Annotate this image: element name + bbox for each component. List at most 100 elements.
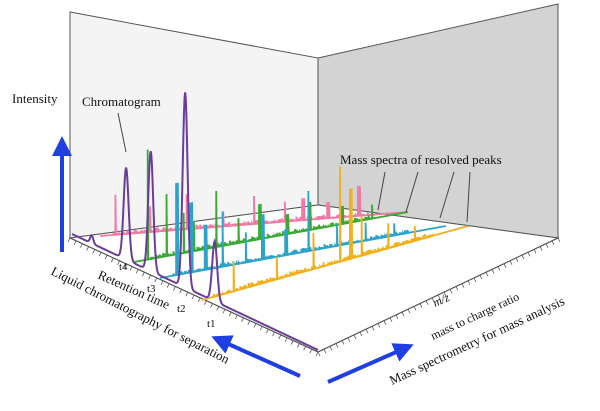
axis-tick [272,331,275,337]
axis-tick [73,240,77,246]
tick-label-t1: t1 [207,318,216,330]
axis-tick [407,309,411,314]
axis-tick [515,257,519,263]
side-wall [317,3,559,239]
mass-spectrum-blue [159,182,447,279]
axis-tick [148,274,151,280]
retention-axis-ticks [67,237,319,357]
axis-tick [297,343,300,348]
axis-tick [521,254,525,260]
axis-tick [557,237,561,243]
pointer-to-orange [466,171,471,223]
axis-tick [467,280,471,285]
axis-tick [359,331,363,337]
axis-tick [401,311,405,317]
ms-arrow [327,343,414,384]
axis-tick [259,326,263,331]
axis-tick [241,317,244,322]
mass-spectra-label: Mass spectra of resolved peaks [340,152,502,167]
axis-tick [365,329,369,334]
axis-tick [335,343,339,348]
axis-tick [395,314,399,320]
chromatogram-trace [71,92,319,351]
tick-label-t4: t4 [119,261,128,273]
axis-tick [389,317,393,322]
axis-tick [491,269,495,274]
tick-label-t3: t3 [147,283,156,295]
axis-tick [154,277,158,283]
axis-tick [461,283,465,288]
axis-tick [235,314,238,320]
axis-tick [253,323,257,328]
axis-tick [347,337,351,342]
mz-axis-ticks [317,237,561,357]
axis-tick [309,348,313,354]
axis-tick [135,269,139,274]
axis-tick [413,306,417,311]
pointer-to-green [405,171,419,213]
tick-label-t2: t2 [177,303,186,315]
axis-tick [98,252,102,257]
axis-tick [228,311,232,317]
axis-tick [210,303,213,308]
axis-tick [497,266,501,271]
axis-tick [216,306,220,311]
axis-tick [123,263,127,268]
chromatogram-pointer [117,112,127,153]
back-wall [69,11,319,239]
axis-tick [533,249,537,254]
axis-tick [419,303,423,308]
axis-tick [67,237,71,243]
axis-tick [479,274,483,280]
axis-tick [509,260,513,265]
axis-tick [142,272,145,277]
axis-tick [383,320,387,325]
axis-tick [431,297,435,303]
mass-spectrum-orange [201,166,469,301]
axis-tick [545,243,549,248]
axis-tick [425,300,429,305]
chromatogram-label: Chromatogram [82,94,161,109]
axis-tick [111,257,114,263]
axis-tick [191,294,195,300]
axis-tick [437,294,441,300]
axis-tick [455,286,459,291]
axis-tick [129,266,133,271]
axis-tick [80,243,83,248]
axis-tick [290,340,294,345]
axis-tick [204,300,207,305]
axis-tick [341,340,345,345]
axis-tick [284,337,288,342]
axis-tick [173,286,176,291]
axis-tick [104,254,108,260]
pointer-to-pink [377,171,386,211]
axis-tick [485,272,489,277]
axis-tick [303,346,306,351]
axis-tick [266,329,269,334]
axis-tick [166,283,170,288]
axis-tick [117,260,120,265]
axis-tick [527,252,531,257]
axis-tick [160,280,164,285]
axis-tick [539,246,543,251]
intensity-label: Intensity [12,91,58,106]
pointer-to-blue [439,171,455,219]
axis-tick [278,334,282,340]
axis-tick [317,351,321,357]
lc-arrow [211,335,301,378]
axis-tick [315,351,319,357]
axis-tick [179,289,182,294]
axis-tick [377,323,381,328]
axis-tick [503,263,507,268]
axis-tick [185,291,189,297]
mz-label: m/z [431,290,452,310]
axis-tick [86,246,89,251]
axis-tick [443,291,447,297]
axis-tick [551,240,555,246]
axis-tick [323,348,327,354]
axis-tick [247,320,251,325]
axis-tick [353,334,357,340]
axis-tick [92,249,96,254]
axis-tick [329,346,333,351]
